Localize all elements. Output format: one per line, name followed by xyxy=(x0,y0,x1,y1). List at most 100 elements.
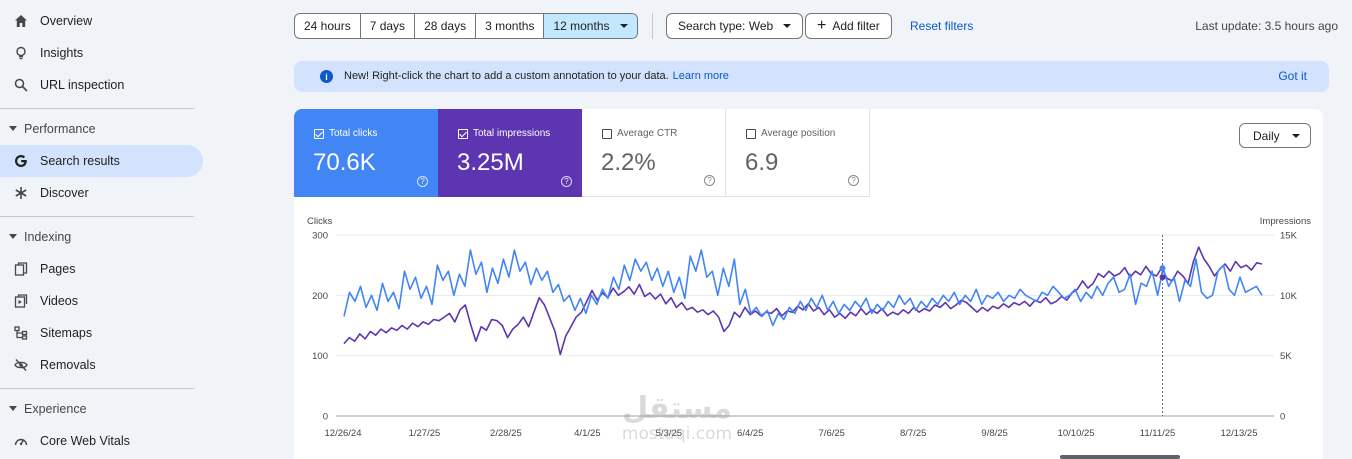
granularity-dropdown[interactable]: Daily xyxy=(1239,123,1311,148)
metric-label: Total impressions xyxy=(473,128,551,139)
help-icon[interactable]: ? xyxy=(561,176,572,187)
sidebar-item-sitemaps[interactable]: Sitemaps xyxy=(0,317,203,349)
metric-value: 2.2% xyxy=(601,149,656,176)
metric-total-clicks[interactable]: Total clicks 70.6K ? xyxy=(294,109,438,197)
metric-label: Total clicks xyxy=(329,128,378,139)
range-12-months[interactable]: 12 months xyxy=(544,14,637,38)
hover-point-impressions xyxy=(1159,274,1166,281)
performance-chart[interactable]: Clicks Impressions 0 100 200 300 0 5K 10K 15K 12/2… xyxy=(294,209,1323,449)
sidebar-item-pages[interactable]: Pages xyxy=(0,253,203,285)
checkbox[interactable] xyxy=(602,129,612,139)
series-line-impressions xyxy=(343,246,1263,356)
y-left-tick-label: 300 xyxy=(312,231,328,242)
sidebar-item-label: Removals xyxy=(40,358,96,372)
got-it-button[interactable]: Got it xyxy=(1278,69,1307,83)
section-performance[interactable]: Performance xyxy=(0,117,194,141)
y-axis-right-title: Impressions xyxy=(1260,216,1311,227)
range-3-months[interactable]: 3 months xyxy=(476,14,545,38)
sidebar-item-label: Sitemaps xyxy=(40,326,93,340)
y-right-tick-label: 15K xyxy=(1280,231,1298,242)
sidebar-item-overview[interactable]: Overview xyxy=(0,5,203,37)
x-tick-label: 7/6/25 xyxy=(819,428,845,439)
sidebar-item-removals[interactable]: Removals xyxy=(0,349,203,381)
scrollbar[interactable] xyxy=(1060,455,1180,459)
sidebar-item-search-results[interactable]: Search results xyxy=(0,145,203,177)
hover-point-clicks xyxy=(1159,265,1166,272)
sitemap-icon xyxy=(13,325,29,341)
checkbox[interactable] xyxy=(746,129,756,139)
divider xyxy=(0,216,194,217)
section-indexing[interactable]: Indexing xyxy=(0,225,194,249)
google-g-icon xyxy=(13,153,29,169)
sidebar-item-url-inspection[interactable]: URL inspection xyxy=(0,69,203,101)
metric-label: Average position xyxy=(761,128,836,139)
metric-average-position[interactable]: Average position 6.9 ? xyxy=(726,109,870,197)
range-24-hours[interactable]: 24 hours xyxy=(295,14,361,38)
learn-more-link[interactable]: Learn more xyxy=(672,70,729,82)
search-type-dropdown[interactable]: Search type: Web xyxy=(666,13,804,39)
banner-message: New! Right-click the chart to add a cust… xyxy=(344,70,669,82)
help-icon[interactable]: ? xyxy=(704,175,715,186)
x-tick-label: 12/26/24 xyxy=(325,428,362,439)
sidebar-item-label: Core Web Vitals xyxy=(40,434,130,448)
video-icon xyxy=(13,293,29,309)
series-line-clicks xyxy=(343,249,1263,327)
x-tick-label: 6/4/25 xyxy=(737,428,763,439)
y-right-tick-label: 10K xyxy=(1280,291,1298,302)
x-tick-label: 8/7/25 xyxy=(900,428,926,439)
x-tick-label: 5/3/25 xyxy=(656,428,682,439)
search-type-label: Search type: Web xyxy=(678,19,774,33)
range-7-days[interactable]: 7 days xyxy=(361,14,416,38)
sidebar-item-core-web-vitals[interactable]: Core Web Vitals xyxy=(0,425,203,457)
search-icon xyxy=(13,77,29,93)
last-update-text: Last update: 3.5 hours ago xyxy=(1195,19,1338,33)
info-icon: i xyxy=(320,70,333,83)
pages-icon xyxy=(13,261,29,277)
watermark: مستقل mostaqi.com xyxy=(621,391,733,444)
sidebar: Overview Insights URL inspection Perform… xyxy=(0,0,210,459)
gauge-icon xyxy=(13,433,29,449)
metric-value: 3.25M xyxy=(457,149,524,176)
sidebar-item-discover[interactable]: Discover xyxy=(0,177,203,209)
y-left-tick-label: 200 xyxy=(312,291,328,302)
y-left-tick-label: 0 xyxy=(323,412,328,423)
chevron-down-icon xyxy=(619,24,628,28)
plus-icon: + xyxy=(817,17,827,34)
sidebar-item-label: Insights xyxy=(40,46,84,60)
section-label: Experience xyxy=(24,402,87,416)
sidebar-item-label: Overview xyxy=(40,14,93,28)
x-tick-label: 12/13/25 xyxy=(1221,428,1258,439)
home-icon xyxy=(13,13,29,29)
date-range-selector: 24 hours 7 days 28 days 3 months 12 mont… xyxy=(294,13,638,39)
section-experience[interactable]: Experience xyxy=(0,397,194,421)
help-icon[interactable]: ? xyxy=(848,175,859,186)
checkbox[interactable] xyxy=(314,129,324,139)
add-filter-button[interactable]: + Add filter xyxy=(805,13,892,39)
granularity-label: Daily xyxy=(1253,128,1280,143)
x-tick-label: 11/11/25 xyxy=(1140,428,1176,439)
metric-value: 70.6K xyxy=(313,149,376,176)
range-28-days[interactable]: 28 days xyxy=(415,14,477,38)
asterisk-icon xyxy=(13,185,29,201)
metric-value: 6.9 xyxy=(745,149,779,176)
x-tick-label: 1/27/25 xyxy=(409,428,441,439)
divider xyxy=(0,388,194,389)
chevron-down-icon xyxy=(9,406,17,411)
y-axis-left-title: Clicks xyxy=(307,216,333,227)
metric-total-impressions[interactable]: Total impressions 3.25M ? xyxy=(438,109,582,197)
sidebar-item-insights[interactable]: Insights xyxy=(0,37,203,69)
metric-average-ctr[interactable]: Average CTR 2.2% ? xyxy=(582,109,726,197)
help-icon[interactable]: ? xyxy=(417,176,428,187)
sidebar-item-label: Videos xyxy=(40,294,78,308)
y-left-tick-label: 100 xyxy=(312,351,328,362)
y-right-tick-label: 0 xyxy=(1280,412,1285,423)
annotation-banner: i New! Right-click the chart to add a cu… xyxy=(294,61,1329,92)
banner-text: New! Right-click the chart to add a cust… xyxy=(344,70,729,82)
divider xyxy=(0,108,194,109)
x-tick-label: 10/10/25 xyxy=(1058,428,1095,439)
chevron-down-icon xyxy=(1292,134,1300,138)
chevron-down-icon xyxy=(783,24,792,28)
checkbox[interactable] xyxy=(458,129,468,139)
sidebar-item-videos[interactable]: Videos xyxy=(0,285,203,317)
reset-filters-link[interactable]: Reset filters xyxy=(910,19,974,33)
